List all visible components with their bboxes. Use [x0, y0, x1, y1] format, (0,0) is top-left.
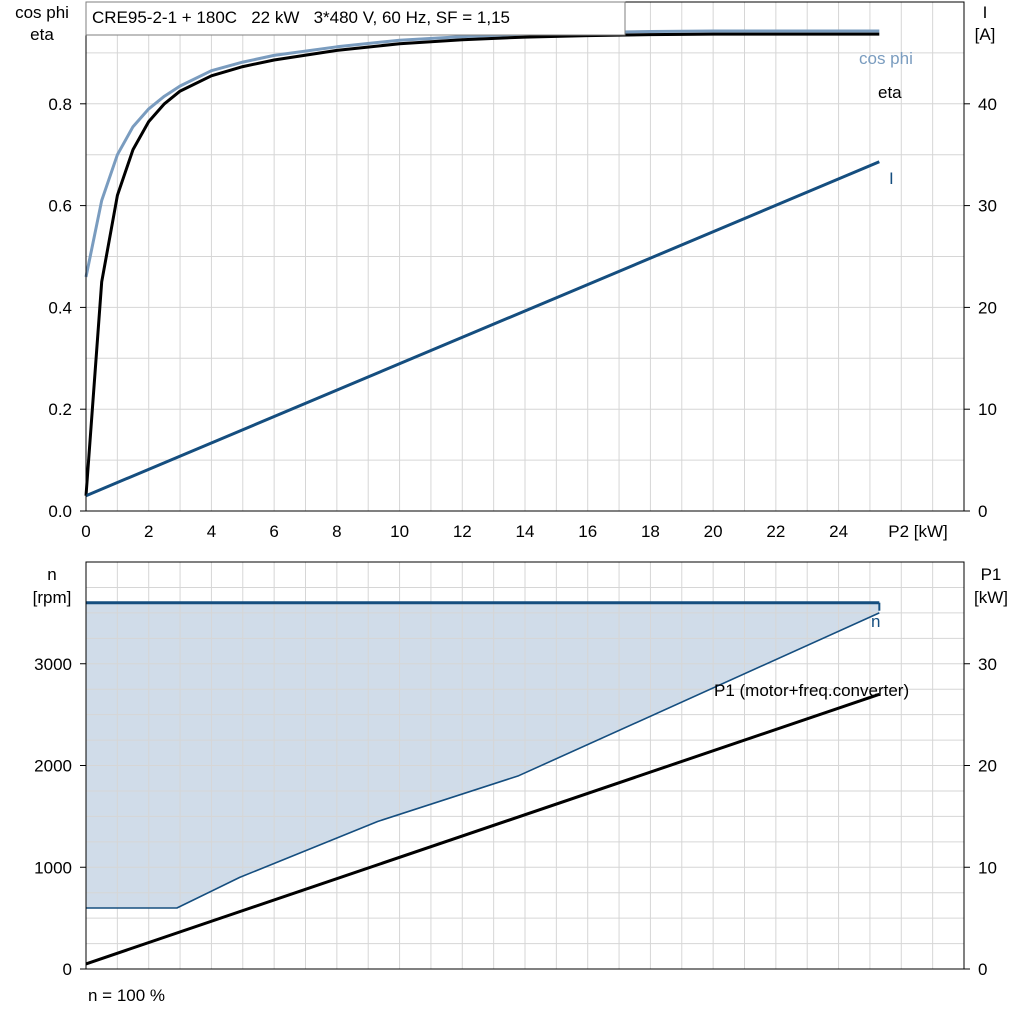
bottom-left-tick-label: 0	[63, 960, 72, 979]
top-right-tick-label: 30	[978, 197, 997, 216]
top-x-tick-label: 12	[453, 522, 472, 541]
top-x-tick-label: 0	[81, 522, 90, 541]
top-gridlines	[86, 1, 964, 511]
legend-cos-phi: cos phi	[859, 49, 913, 68]
bottom-series-lines	[85, 601, 881, 966]
bottom-left-tick-label: 3000	[34, 655, 72, 674]
bottom-right-tick-label: 0	[978, 960, 987, 979]
top-right-tick-label: 0	[978, 502, 987, 521]
bottom-left-tick-label: 2000	[34, 757, 72, 776]
bottom-gridlines	[86, 562, 964, 969]
top-right-tick-label: 20	[978, 298, 997, 317]
top-x-tick-label: 14	[516, 522, 535, 541]
series-min-speed	[86, 612, 880, 909]
chart-title: CRE95-2-1 + 180C 22 kW 3*480 V, 60 Hz, S…	[92, 8, 510, 27]
top-x-tick-label: 10	[390, 522, 409, 541]
legend-speed: n	[871, 612, 880, 631]
top-right-tick-label: 10	[978, 400, 997, 419]
bottom-left-ylabel-1: n	[47, 565, 56, 584]
top-x-tick-label: 24	[829, 522, 848, 541]
legend-current: I	[889, 169, 894, 188]
bottom-left-ylabel-2: [rpm]	[33, 588, 72, 607]
bottom-left-tick-label: 1000	[34, 858, 72, 877]
legend-p1: P1 (motor+freq.converter)	[714, 681, 909, 700]
series-eta	[84, 32, 880, 496]
top-left-ylabel-1: cos phi	[15, 3, 69, 22]
top-x-tick-label: 8	[332, 522, 341, 541]
top-left-tick-label: 0.8	[48, 95, 72, 114]
top-right-tick-label: 40	[978, 95, 997, 114]
top-tick-labels: 0 2 4 6 8 10 12 14 16 18 20 22 240.00.20.40.60.80102…	[48, 95, 997, 541]
series-p1-motor-freq-converter-	[85, 692, 880, 966]
operating-range-fill	[86, 602, 880, 908]
bottom-right-ylabel-1: P1	[981, 565, 1002, 584]
top-right-ylabel-2: [A]	[975, 25, 996, 44]
top-x-tick-label: 2	[144, 522, 153, 541]
bottom-right-ylabel-2: [kW]	[974, 588, 1008, 607]
title-box	[85, 1, 626, 36]
top-x-tick-label: 6	[269, 522, 278, 541]
legend-eta: eta	[878, 83, 902, 102]
speed-annotation: n = 100 %	[88, 986, 165, 1005]
bottom-right-tick-label: 10	[978, 858, 997, 877]
top-left-tick-label: 0.6	[48, 197, 72, 216]
top-left-tick-label: 0.4	[48, 298, 72, 317]
top-x-tick-label: 16	[578, 522, 597, 541]
top-x-tick-label: 18	[641, 522, 660, 541]
bottom-right-tick-label: 30	[978, 655, 997, 674]
top-left-tick-label: 0.2	[48, 400, 72, 419]
top-x-tick-label: 22	[766, 522, 785, 541]
bottom-tick-labels: 0 1000 2000 3000 0 10 20 30	[34, 655, 997, 979]
operating-range-area	[86, 602, 880, 908]
top-left-tick-label: 0.0	[48, 502, 72, 521]
top-left-ylabel-2: eta	[30, 25, 54, 44]
top-xlabel: P2 [kW]	[888, 522, 948, 541]
top-right-ylabel-1: I	[983, 3, 988, 22]
series-i	[85, 160, 880, 498]
top-series-lines	[84, 29, 880, 498]
bottom-right-tick-label: 20	[978, 757, 997, 776]
top-x-tick-label: 20	[704, 522, 723, 541]
top-x-tick-label: 4	[207, 522, 216, 541]
series-cos-phi	[84, 29, 880, 278]
